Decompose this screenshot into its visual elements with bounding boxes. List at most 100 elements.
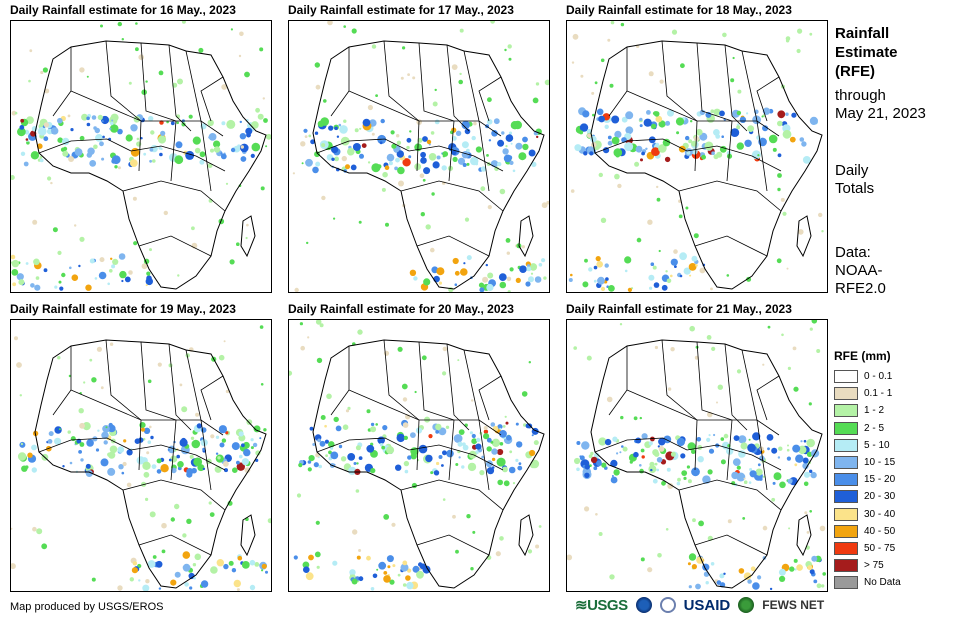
rain-cell xyxy=(658,249,661,253)
rain-cell xyxy=(82,422,91,431)
rain-cell xyxy=(736,142,744,150)
rain-cell xyxy=(679,252,687,261)
rain-cell xyxy=(62,150,69,157)
rain-cell xyxy=(43,122,50,128)
rain-cell xyxy=(395,464,402,471)
rain-cell xyxy=(236,462,245,471)
country-border xyxy=(400,180,504,212)
rain-cell xyxy=(531,434,534,437)
rain-cell xyxy=(571,61,575,64)
rain-cell xyxy=(454,283,458,287)
rain-cell xyxy=(74,148,83,156)
rain-cell xyxy=(788,527,791,530)
rain-cell xyxy=(526,266,532,272)
rain-cell xyxy=(461,120,470,130)
rain-cell xyxy=(695,264,698,267)
rain-cell xyxy=(170,455,178,463)
legend-label: No Data xyxy=(864,577,901,589)
panel-title: Daily Rainfall estimate for 16 May., 202… xyxy=(10,3,236,17)
rain-cell xyxy=(324,424,327,428)
rain-cell xyxy=(648,71,654,77)
rain-cell xyxy=(343,25,346,28)
rain-cell xyxy=(436,461,440,466)
fews-globe-icon xyxy=(738,597,755,613)
rain-cell xyxy=(609,574,615,580)
country-border xyxy=(724,343,748,431)
rain-cell xyxy=(86,116,90,121)
rain-cell xyxy=(710,287,713,291)
rain-cell xyxy=(402,583,407,587)
rain-cell xyxy=(485,263,488,267)
legend-label: 5 - 10 xyxy=(864,439,890,451)
rain-cell xyxy=(422,178,426,182)
rain-cell xyxy=(417,137,423,143)
rain-cell xyxy=(117,128,123,135)
rain-cell xyxy=(442,450,447,456)
country-border xyxy=(170,120,177,182)
africa-coastline xyxy=(312,40,545,290)
rain-cell xyxy=(611,475,614,477)
rain-cell xyxy=(787,366,791,370)
madagascar-outline xyxy=(796,514,812,557)
country-border xyxy=(448,419,455,481)
rain-cell xyxy=(590,451,594,456)
country-border xyxy=(661,404,780,436)
rain-cell xyxy=(230,147,236,153)
rain-cell xyxy=(438,455,443,459)
rain-cell xyxy=(521,391,528,397)
rain-cell xyxy=(97,114,103,120)
rain-cell xyxy=(816,583,822,589)
rain-cell xyxy=(244,71,250,78)
country-border xyxy=(478,375,502,421)
rain-cell xyxy=(610,459,618,467)
rain-cell xyxy=(634,161,640,167)
rain-cell xyxy=(320,415,326,420)
rain-cell xyxy=(91,377,97,383)
rain-cell xyxy=(767,447,770,451)
rain-cell xyxy=(327,21,333,26)
rain-cell xyxy=(592,113,595,117)
rain-cell xyxy=(576,467,580,472)
country-border xyxy=(594,138,688,154)
rain-cell xyxy=(189,454,194,459)
rain-cell xyxy=(821,230,824,233)
rain-cell xyxy=(145,277,153,286)
rain-cell xyxy=(80,458,84,462)
rain-cell xyxy=(505,238,511,243)
rain-cell xyxy=(27,452,33,458)
rain-cell xyxy=(732,56,735,60)
rain-cell xyxy=(691,140,697,147)
rain-cell xyxy=(68,374,72,378)
rain-cell xyxy=(452,257,459,265)
rain-cell xyxy=(426,139,432,145)
rain-cell xyxy=(499,281,507,289)
rain-cell xyxy=(480,186,486,192)
rain-cell xyxy=(670,258,678,266)
country-border xyxy=(416,120,420,172)
rain-cell xyxy=(676,437,685,447)
rain-cell xyxy=(677,477,681,482)
rain-cell xyxy=(746,276,752,282)
rain-cell xyxy=(333,217,336,220)
rain-cell xyxy=(296,493,302,498)
country-border xyxy=(138,235,212,257)
rain-cell xyxy=(654,462,658,466)
rain-cell xyxy=(579,130,584,135)
rain-cell xyxy=(317,438,322,443)
rain-cell xyxy=(260,383,264,386)
africa-coastline xyxy=(34,339,267,589)
rain-cell xyxy=(414,390,417,394)
rain-cell xyxy=(679,274,683,278)
rain-cell xyxy=(515,142,523,150)
rain-cell xyxy=(336,135,340,138)
rain-cell xyxy=(641,151,645,156)
country-border xyxy=(446,44,470,132)
rain-cell xyxy=(136,456,145,465)
rain-cell xyxy=(649,461,655,467)
rain-cell xyxy=(505,145,508,148)
rain-cell xyxy=(181,122,186,127)
rain-cell xyxy=(168,363,173,368)
legend-swatch xyxy=(834,490,858,504)
rain-cell xyxy=(473,121,477,126)
legend-swatch xyxy=(834,507,858,521)
